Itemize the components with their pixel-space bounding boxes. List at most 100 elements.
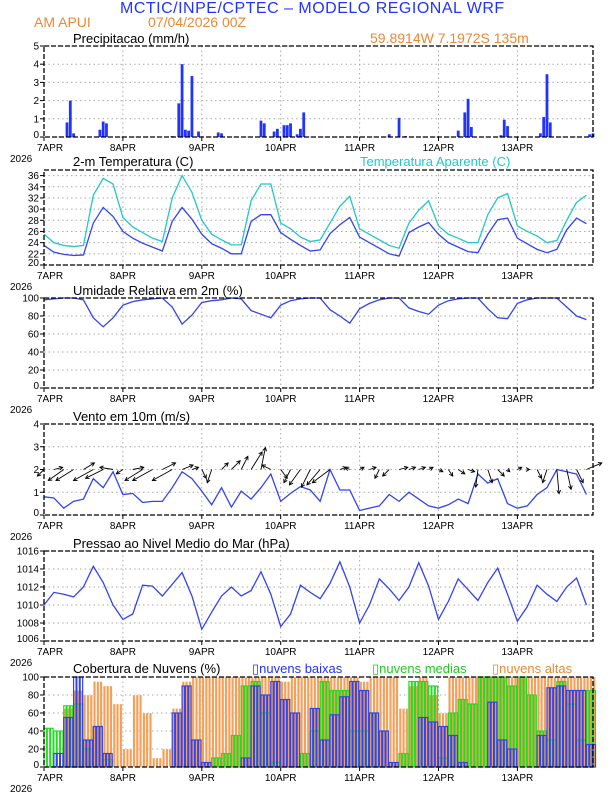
x-tick-label: 12APR	[423, 647, 455, 658]
wind-arrow	[260, 447, 266, 470]
mid-cloud-bar	[411, 680, 416, 768]
low-cloud-bar	[497, 739, 501, 768]
x-tick-label: 7APR	[37, 271, 63, 282]
wind-arrow	[206, 469, 213, 483]
y-tick-label: 20	[28, 366, 40, 377]
precip-bar	[387, 134, 391, 137]
panel-pressure: 1006 1008 1010 1012 1014 1016 7APR 8APR 9APR 10AP…	[10, 547, 594, 669]
low-cloud-bar	[194, 739, 199, 768]
mid-cloud-bar	[523, 676, 528, 768]
low-cloud-bar	[460, 761, 465, 768]
wind-arrow	[487, 469, 493, 483]
wind-arrow-head	[460, 470, 466, 475]
low-cloud-bar	[418, 716, 422, 768]
mid-cloud-bar	[467, 703, 472, 768]
wind-arrow-head	[556, 489, 562, 495]
mid-cloud-bar	[516, 676, 521, 768]
legend-high-label: nuvens altas	[499, 661, 573, 676]
wind-arrow-head	[171, 462, 177, 467]
y-tick-label: 0	[33, 760, 39, 771]
wind-arrow-head	[151, 476, 157, 481]
precip-bar	[545, 74, 549, 137]
wind-arrow	[542, 469, 548, 483]
wind-arrow-head	[372, 466, 377, 471]
precip-bar	[302, 112, 306, 137]
wind-arrow-head	[449, 472, 454, 477]
low-cloud-bar	[82, 739, 87, 768]
high-cloud-bar	[168, 748, 172, 768]
low-cloud-bar	[510, 748, 514, 768]
y-tick-label: 36	[28, 171, 40, 182]
x-tick-label: 13APR	[502, 521, 534, 532]
wind-arrow-head	[488, 478, 494, 484]
y-tick-label: 20	[28, 258, 40, 269]
mid-cloud-bar	[398, 752, 403, 768]
wind-arrow-head	[98, 465, 104, 471]
x-tick-label: 7APR	[37, 647, 63, 658]
high-cloud-bar	[208, 676, 212, 768]
wind-arrow-head	[262, 446, 267, 452]
wind-arrow	[181, 464, 194, 470]
wind-line	[43, 467, 588, 512]
plot-frame	[43, 297, 594, 389]
low-cloud-bar	[454, 734, 459, 768]
x-tick-label: 9APR	[189, 647, 215, 658]
precip-bar	[289, 123, 292, 137]
wind-arrow-head	[411, 466, 417, 471]
x-tick-label: 11APR	[344, 394, 375, 405]
y-tick-label: 26	[28, 227, 40, 238]
x-tick-label: 8APR	[110, 394, 136, 405]
x-tick-label: 12APR	[423, 271, 455, 282]
wind-arrow	[475, 469, 479, 488]
y-tick-label: 1014	[17, 565, 40, 576]
wind-arrow-head	[283, 478, 288, 484]
panel-precip: 0 1 2 3 4 5 7APR 8APR 9APR 10APR 11APR 12APR 13APR 20…	[10, 42, 595, 165]
wind-arrow	[301, 469, 311, 488]
wind-arrow	[132, 469, 153, 481]
mid-cloud-bar	[299, 752, 304, 768]
y-tick-label: 1	[33, 114, 39, 125]
precip-bar	[299, 128, 302, 137]
x-tick-label: 8APR	[110, 143, 136, 154]
wind-arrow-head	[55, 476, 61, 481]
plot-frame	[43, 45, 594, 138]
x-tick-label: 13APR	[502, 271, 534, 282]
precip-bar	[506, 126, 509, 137]
legend-apparent-temp: Temperatura Aparente (C)	[360, 154, 511, 169]
high-cloud-bar	[158, 757, 162, 768]
legend-mid-clouds: ▯nuvens medias	[372, 661, 467, 676]
low-cloud-bar	[89, 739, 94, 768]
y-tick-label: 60	[28, 330, 40, 341]
wind-arrow-head	[579, 478, 584, 484]
wind-arrow	[116, 469, 124, 475]
wind-arrow-head	[374, 474, 379, 480]
low-cloud-bar	[342, 696, 347, 768]
x-tick-label: 8APR	[110, 271, 136, 282]
wind-arrow	[283, 469, 291, 483]
wind-arrow-head	[438, 468, 444, 473]
x-year-label: 2026	[10, 658, 33, 669]
mid-cloud-bar	[405, 752, 409, 768]
mid-cloud-bar	[230, 734, 235, 768]
wind-arrow	[201, 469, 207, 479]
x-tick-label: 10APR	[265, 143, 297, 154]
wind-arrow	[221, 462, 229, 470]
wind-arrow-head	[244, 455, 249, 461]
wind-arrow-head	[568, 485, 573, 491]
high-cloud-bar	[135, 694, 139, 768]
precip-bar	[469, 126, 473, 137]
y-tick-label: 1010	[17, 601, 40, 612]
wind-arrow-head	[541, 478, 546, 484]
wind-arrow-head	[473, 483, 479, 489]
x-tick-label: 9APR	[189, 773, 215, 784]
precip-bar	[502, 119, 506, 137]
wind-arrow-head	[261, 464, 267, 469]
panel-title-clouds: Cobertura de Nuvens (%)	[73, 661, 221, 676]
wind-arrow-head	[36, 472, 42, 477]
high-cloud-bar	[395, 676, 399, 768]
y-tick-label: 0	[33, 130, 39, 141]
high-cloud-bar	[162, 748, 165, 768]
y-tick-label: 0	[33, 381, 39, 392]
chart-header-title: MCTIC/INPE/CPTEC – MODELO REGIONAL WRF	[120, 0, 505, 17]
x-tick-label: 12APR	[423, 394, 455, 405]
